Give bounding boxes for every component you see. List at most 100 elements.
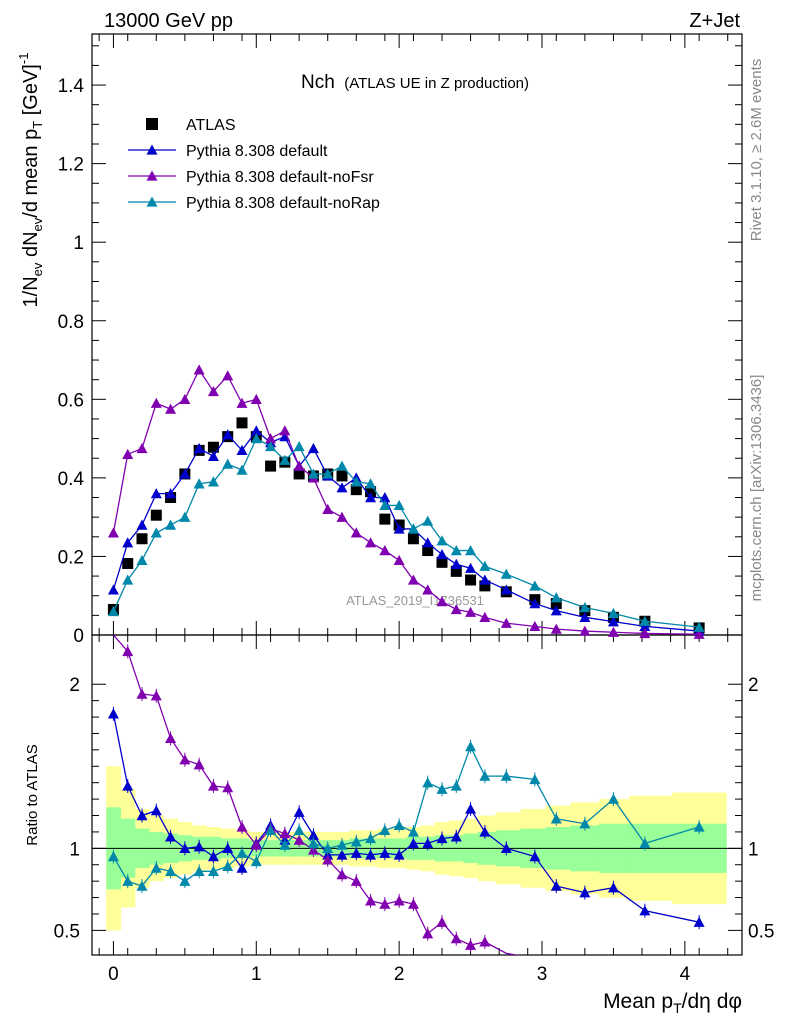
- ratio-marker-nofsr: [165, 732, 177, 744]
- ratio-marker-default: [236, 862, 248, 873]
- ratio-marker-default: [479, 826, 491, 837]
- ratio-marker-nofsr: [207, 780, 219, 791]
- marker-default: [179, 468, 191, 479]
- marker-nofsr: [693, 628, 705, 639]
- marker-default: [107, 584, 119, 595]
- marker-default: [207, 450, 219, 461]
- marker-default: [479, 574, 491, 585]
- ratio-marker-norap: [393, 819, 405, 831]
- main-y-tick-label: 1: [73, 233, 84, 254]
- ratio-marker-nofsr: [336, 869, 348, 880]
- ratio-marker-norap: [136, 880, 148, 891]
- ratio-marker-default: [393, 849, 405, 860]
- atlas-data-point: [136, 533, 148, 545]
- marker-default: [393, 523, 405, 534]
- ratio-marker-norap: [107, 851, 119, 862]
- ratio-marker-nofsr: [407, 898, 419, 909]
- marker-norap: [379, 499, 391, 511]
- marker-nofsr: [236, 397, 248, 408]
- ratio-marker-norap: [639, 837, 651, 849]
- marker-norap: [450, 545, 462, 556]
- atlas-data-point: [550, 598, 562, 610]
- atlas-data-point: [207, 441, 219, 453]
- marker-nofsr: [193, 364, 205, 375]
- ratio-marker-nofsr: [436, 916, 448, 927]
- marker-default: [436, 548, 448, 560]
- marker-nofsr: [165, 403, 177, 414]
- ratio-marker-default: [450, 831, 462, 842]
- marker-nofsr: [422, 584, 434, 595]
- ratio-marker-default: [693, 916, 705, 927]
- marker-nofsr: [450, 603, 462, 615]
- plot-title-sub: (ATLAS UE in Z production): [344, 75, 529, 92]
- marker-nofsr: [322, 503, 334, 514]
- ratio-marker-nofsr: [122, 645, 134, 657]
- ratio-line-nofsr: [112, 635, 520, 955]
- ratio-marker-norap: [407, 826, 419, 837]
- marker-nofsr: [465, 606, 477, 617]
- ratio-marker-default: [379, 847, 391, 858]
- marker-norap: [465, 545, 477, 556]
- marker-norap: [422, 515, 434, 526]
- marker-default: [250, 425, 262, 436]
- marker-nofsr: [393, 554, 405, 566]
- legend-label: Pythia 8.308 default-noFsr: [186, 169, 374, 186]
- ratio-marker-default: [307, 829, 319, 840]
- ratio-marker-nofsr: [150, 690, 162, 701]
- ratio-marker-default: [407, 837, 419, 849]
- marker-nofsr: [479, 611, 491, 622]
- ratio-marker-norap: [150, 862, 162, 873]
- atlas-data-point: [379, 513, 391, 525]
- ratio-marker-default: [365, 849, 377, 860]
- ratio-series-default: [107, 706, 705, 930]
- ratio-marker-nofsr: [179, 754, 191, 765]
- marker-default: [150, 488, 162, 499]
- ratio-y-tick-label-right: 2: [748, 675, 759, 696]
- ratio-marker-default: [607, 882, 619, 893]
- ratio-marker-default: [550, 880, 562, 891]
- ratio-marker-norap: [450, 780, 462, 791]
- ratio-marker-default: [165, 831, 177, 842]
- marker-norap: [150, 527, 162, 538]
- ratio-marker-default: [639, 905, 651, 916]
- ratio-marker-norap: [350, 836, 362, 847]
- x-tick-label: 4: [680, 964, 691, 985]
- marker-default: [607, 616, 619, 627]
- ratio-marker-default: [350, 847, 362, 858]
- main-y-tick-label: 0.6: [58, 390, 84, 411]
- ratio-marker-norap: [222, 860, 234, 872]
- marker-nofsr: [222, 370, 234, 381]
- ratio-marker-default: [222, 842, 234, 854]
- ratio-marker-nofsr: [422, 928, 434, 939]
- main-y-axis-label: 1/Nev dNev/d mean pT [GeV]-1: [16, 53, 45, 308]
- ratio-marker-nofsr: [293, 834, 305, 845]
- atlas-data-point: [479, 580, 491, 592]
- ratio-marker-norap: [579, 818, 591, 829]
- marker-nofsr: [607, 626, 619, 637]
- ratio-marker-default: [150, 805, 162, 816]
- marker-norap: [500, 568, 512, 579]
- ratio-marker-norap: [322, 842, 334, 854]
- ratio-y-tick-label-right: 0.5: [748, 921, 774, 942]
- ratio-marker-norap: [207, 865, 219, 876]
- marker-norap: [122, 574, 134, 585]
- ratio-marker-nofsr: [279, 828, 291, 839]
- ratio-marker-nofsr: [136, 688, 148, 699]
- main-y-tick-label: 0.2: [58, 547, 84, 568]
- marker-norap: [107, 605, 119, 617]
- ratio-marker-norap: [693, 821, 705, 832]
- marker-norap: [165, 519, 177, 530]
- marker-norap: [307, 468, 319, 479]
- ratio-marker-norap: [293, 824, 305, 835]
- atlas-data-point: [150, 509, 162, 521]
- marker-norap: [322, 468, 334, 479]
- marker-default: [422, 537, 434, 548]
- marker-nofsr: [136, 442, 148, 454]
- marker-norap: [393, 499, 405, 511]
- marker-nofsr: [436, 596, 448, 607]
- atlas-data-point: [436, 556, 448, 568]
- marker-norap: [550, 592, 562, 603]
- marker-nofsr: [336, 511, 348, 522]
- ratio-marker-norap: [122, 875, 134, 886]
